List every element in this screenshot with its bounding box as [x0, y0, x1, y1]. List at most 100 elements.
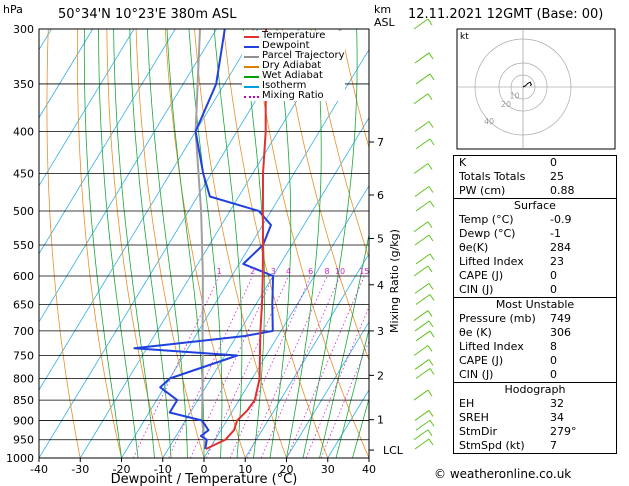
- stat-value: 306: [550, 326, 571, 339]
- wind-barb: [413, 345, 429, 356]
- wind-barb-flag: [427, 18, 433, 26]
- wind-barb-flag: [427, 265, 433, 273]
- wind-barb-flag: [429, 368, 435, 375]
- wet-adiabat-line: [335, 327, 369, 458]
- mixing-ratio-line: [320, 340, 369, 458]
- surface-rows: Temp (°C) -0.9 Dewp (°C) -1 θe(K) 284 Lifted I…: [454, 213, 616, 297]
- legend-item: Parcel Trajectory: [242, 51, 345, 61]
- wet-adiabat-line: [188, 29, 223, 458]
- stat-label: Lifted Index: [459, 340, 524, 353]
- stat-row: Temp (°C) -0.9: [454, 213, 616, 227]
- asl-unit: ASL: [374, 16, 395, 29]
- pressure-tick-label: 700: [13, 325, 34, 338]
- legend-item: Wet Adiabat: [242, 71, 345, 81]
- stat-row: EH 32: [454, 397, 616, 411]
- hodograph-ring-label: 20: [501, 100, 511, 109]
- stat-row: Pressure (mb) 749: [454, 312, 616, 326]
- legend-swatch: [244, 86, 259, 88]
- isotherm-line: [162, 116, 369, 458]
- stat-row: θe(K) 284: [454, 241, 616, 255]
- wind-barb-flag: [427, 345, 433, 352]
- wind-barb: [413, 429, 429, 441]
- copyright-footer: © weatheronline.co.uk: [434, 467, 572, 481]
- hodograph-ring: [498, 62, 548, 112]
- legend-label: Parcel Trajectory: [262, 50, 345, 61]
- dewpoint-line: [133, 29, 275, 450]
- wind-barb: [415, 330, 431, 342]
- stat-label: CAPE (J): [459, 269, 504, 282]
- km-unit: km: [374, 3, 392, 16]
- km-tick-label: 2: [377, 369, 384, 382]
- wind-barb-flag: [427, 221, 433, 229]
- stat-row: SREH 34: [454, 411, 616, 425]
- pw-label: PW (cm): [459, 184, 506, 197]
- pressure-tick-labels: 300 350 400 450 500 550 600 650 700 750 800 850 900 9…: [6, 23, 34, 465]
- wind-barbs: [413, 18, 435, 450]
- wind-barb-flag: [428, 359, 434, 366]
- hodograph-rows: EH 32 SREH 34 StmDir 279° StmSpd (kt) 7: [454, 397, 616, 453]
- wind-barb: [414, 282, 430, 294]
- legend-label: Temperature: [262, 30, 326, 41]
- stat-row: θe (K) 306: [454, 326, 616, 340]
- legend-swatch: [244, 76, 259, 78]
- pw-value: 0.88: [550, 184, 575, 197]
- stat-row: Lifted Index 8: [454, 340, 616, 354]
- wind-barb-flag: [428, 52, 434, 60]
- stat-label: θe (K): [459, 326, 492, 339]
- wet-adiabat-line: [113, 29, 155, 458]
- temperature-profile: [205, 29, 267, 450]
- mixing-ratio-label: 2: [250, 267, 255, 276]
- stat-label: Temp (°C): [459, 213, 514, 226]
- legend-swatch: [244, 96, 259, 98]
- pressure-tick-label: 300: [13, 23, 34, 36]
- legend-label: Dewpoint: [262, 40, 310, 51]
- wind-barb: [413, 163, 429, 174]
- hodograph-title: Hodograph: [454, 382, 616, 397]
- pressure-tick-label: 450: [13, 167, 34, 180]
- isotherm-line: [39, 29, 176, 255]
- stat-label: SREH: [459, 411, 489, 424]
- wind-barb-flag: [429, 138, 435, 146]
- legend-label: Dry Adiabat: [262, 60, 322, 71]
- wind-barb-flag: [428, 283, 434, 290]
- pressure-tick-label: 850: [13, 394, 34, 407]
- wind-barb-flag: [427, 310, 433, 317]
- wind-barb-flag: [428, 234, 434, 242]
- mixing-ratio-label: 4: [286, 267, 291, 276]
- temperature-tick-label: 0: [201, 463, 208, 476]
- stat-value: 284: [550, 241, 571, 254]
- pressure-tick-label: 750: [13, 349, 34, 362]
- mixing-ratio-line: [260, 275, 341, 458]
- temperature-tick-label: -40: [30, 463, 48, 476]
- legend-item: Mixing Ratio: [242, 91, 345, 101]
- stat-row: Dewp (°C) -1: [454, 227, 616, 241]
- wind-barb: [413, 310, 429, 321]
- km-tick-label: 4: [377, 279, 384, 292]
- wind-barb: [414, 186, 430, 197]
- stat-row: CIN (J) 0: [454, 368, 616, 382]
- wind-barb: [415, 253, 431, 265]
- pw-row: PW (cm) 0.88: [454, 184, 616, 198]
- wet-adiabat-line: [352, 397, 369, 458]
- totals-label: Totals Totals: [459, 170, 526, 183]
- km-tick-label: 7: [377, 136, 384, 149]
- wind-barb: [414, 359, 430, 370]
- legend-item: Dry Adiabat: [242, 61, 345, 71]
- pressure-tick-label: 950: [13, 434, 34, 447]
- x-axis-title: Dewpoint / Temperature (°C): [111, 472, 298, 486]
- isotherm-line: [39, 29, 94, 119]
- temperature-tick-label: 20: [280, 463, 294, 476]
- mixing-ratio-line: [229, 275, 312, 458]
- stat-value: 0: [550, 283, 557, 296]
- wind-barb-flag: [427, 163, 433, 170]
- stat-label: Dewp (°C): [459, 227, 516, 240]
- legend-item: Isotherm: [242, 81, 345, 91]
- stat-value: 0: [550, 269, 557, 282]
- wind-barb-flag: [428, 121, 434, 128]
- pressure-tick-label: 550: [13, 239, 34, 252]
- legend-item: Dewpoint: [242, 41, 345, 51]
- stat-value: 0: [550, 368, 557, 381]
- dry-adiabat-line: [46, 29, 81, 458]
